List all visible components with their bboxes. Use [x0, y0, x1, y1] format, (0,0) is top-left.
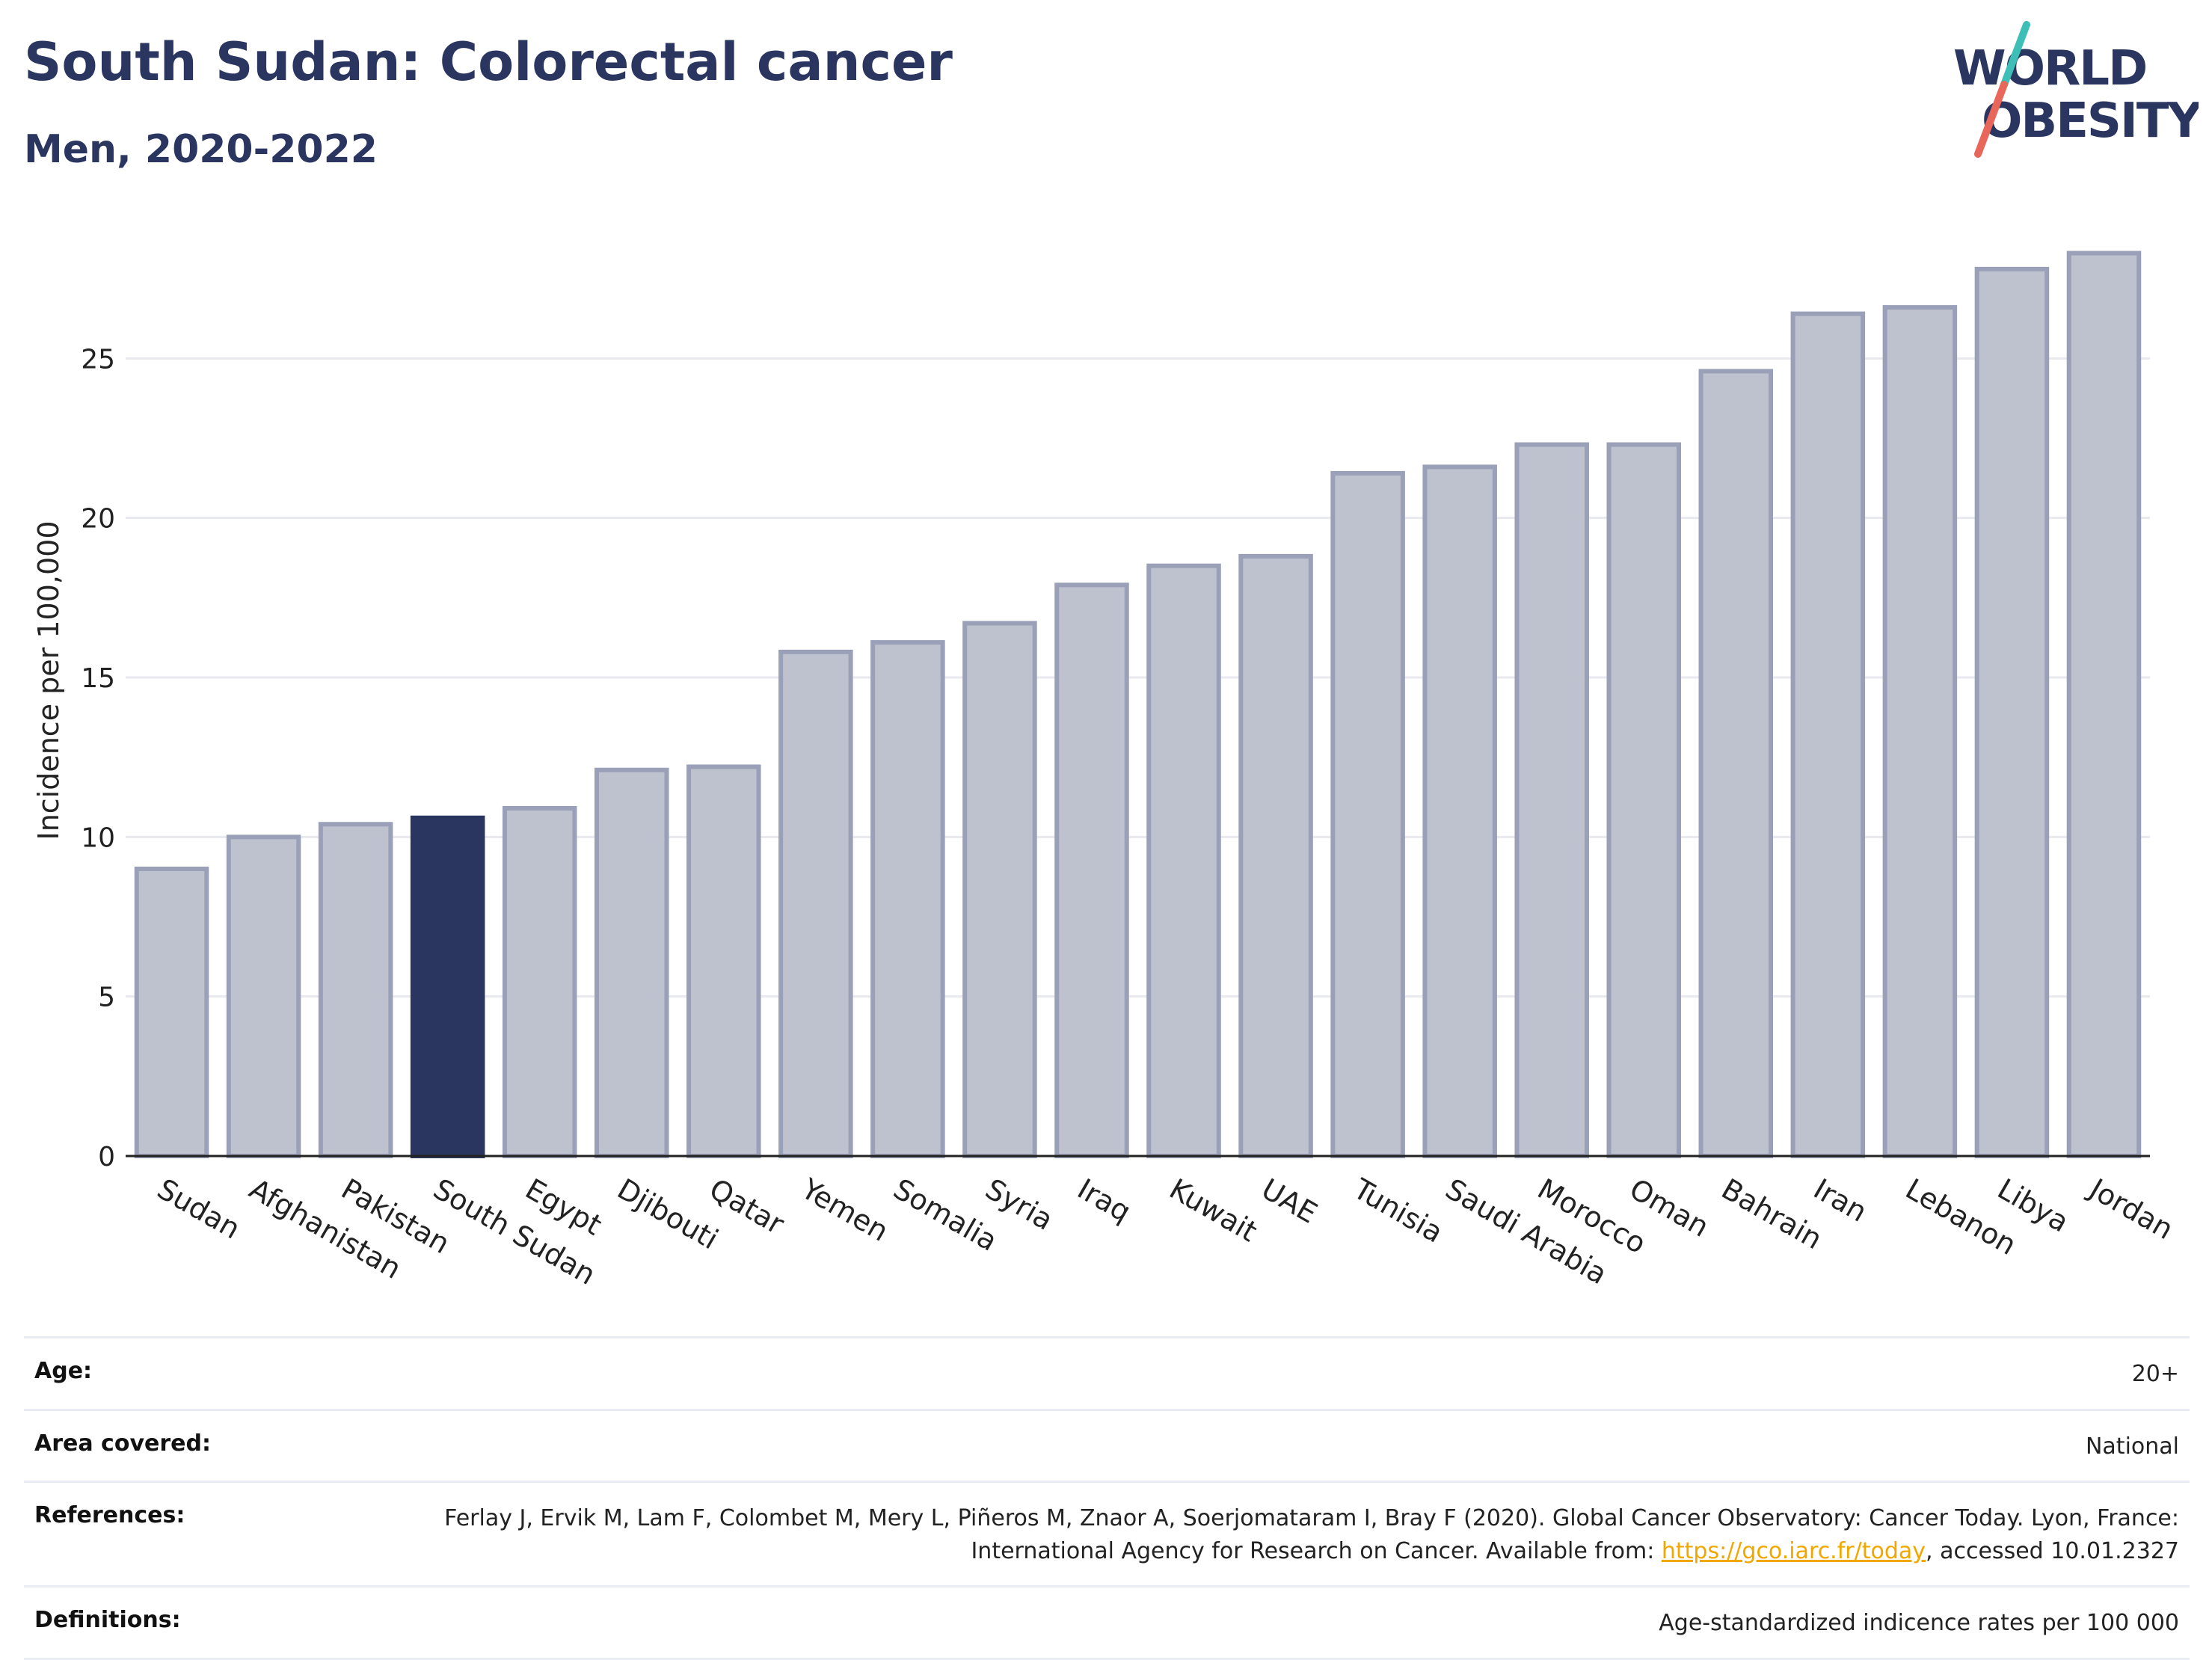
bar-sudan: [134, 867, 209, 1158]
y-tick-label: 10: [81, 823, 115, 853]
area-value: National: [2085, 1433, 2179, 1460]
bar-iran: [1790, 311, 1866, 1159]
x-tick-label: Jordan: [2083, 1172, 2178, 1246]
bar-libya: [1974, 266, 2050, 1158]
y-tick-label: 15: [81, 663, 115, 694]
bar-south-sudan: [410, 815, 485, 1158]
x-tick-label: Iran: [1808, 1172, 1872, 1229]
x-tick-label: Iraq: [1072, 1172, 1136, 1229]
logo-slash-top: [2000, 21, 2030, 88]
x-tick-label: Tunisia: [1348, 1172, 1448, 1249]
logo-slash-bottom: [1974, 81, 2008, 158]
bar-yemen: [778, 649, 853, 1158]
x-tick-label: UAE: [1256, 1172, 1323, 1230]
metadata-table: Age: 20+ Area covered: National Referenc…: [24, 1336, 2190, 1660]
bar-saudi-arabia: [1422, 464, 1497, 1158]
world-obesity-logo: WORLD OBESITY: [1953, 21, 2199, 158]
bar-morocco: [1514, 442, 1589, 1158]
bar-bahrain: [1698, 369, 1774, 1158]
references-label: References:: [34, 1502, 185, 1528]
x-tick-label: Somalia: [888, 1172, 1003, 1258]
meta-row-references: References: Ferlay J, Ervik M, Lam F, Co…: [24, 1481, 2190, 1587]
meta-row-age: Age: 20+: [24, 1337, 2190, 1410]
bar-egypt: [502, 805, 577, 1159]
bar-uae: [1238, 553, 1313, 1158]
area-label: Area covered:: [34, 1430, 211, 1457]
chart-title: South Sudan: Colorectal cancer: [24, 31, 953, 93]
bar-lebanon: [1882, 305, 1958, 1159]
bar-somalia: [870, 640, 945, 1158]
definitions-value: Age-standardized indicence rates per 100…: [1659, 1610, 2179, 1636]
references-value: Ferlay J, Ervik M, Lam F, Colombet M, Me…: [434, 1482, 2190, 1587]
bar-iraq: [1054, 582, 1129, 1158]
age-label: Age:: [34, 1358, 93, 1384]
references-text-1: Ferlay J, Ervik M, Lam F, Colombet M, Me…: [444, 1505, 2179, 1564]
y-axis-label: Incidence per 100,000: [32, 520, 65, 840]
meta-row-area: Area covered: National: [24, 1410, 2190, 1482]
age-value: 20+: [2131, 1361, 2179, 1387]
logo-line2: OBESITY: [1982, 93, 2199, 149]
x-tick-label: Yemen: [795, 1172, 894, 1248]
y-tick-labels: 0 5 10 15 20 25: [81, 344, 115, 1172]
references-text-2: , accessed 10.01.2327: [1926, 1537, 2179, 1564]
bar-djibouti: [594, 767, 669, 1158]
bar-syria: [962, 621, 1037, 1158]
x-tick-label: Kuwait: [1164, 1172, 1263, 1249]
y-tick-label: 25: [81, 344, 115, 375]
x-tick-label: Djibouti: [612, 1172, 724, 1256]
definitions-label: Definitions:: [34, 1607, 181, 1633]
bar-afghanistan: [226, 834, 301, 1159]
bar-oman: [1606, 442, 1682, 1158]
references-link[interactable]: https://gco.iarc.fr/today: [1661, 1537, 1926, 1564]
bar-qatar: [686, 764, 761, 1158]
bar-pakistan: [318, 822, 393, 1159]
x-tick-label: Sudan: [152, 1172, 246, 1246]
bar-tunisia: [1330, 470, 1405, 1158]
bar-jordan: [2066, 250, 2142, 1158]
bar-chart: 0 5 10 15 20 25 SudanAfghanistanPakistanSouth…: [32, 250, 2179, 1291]
x-tick-label: Bahrain: [1716, 1172, 1828, 1256]
logo-line1: WORLD: [1953, 41, 2146, 96]
y-tick-label: 0: [98, 1142, 115, 1172]
bars: [134, 250, 2142, 1159]
y-tick-label: 5: [98, 983, 115, 1013]
y-tick-label: 20: [81, 504, 115, 535]
meta-row-definitions: Definitions: Age-standardized indicence …: [24, 1586, 2190, 1659]
bar-kuwait: [1146, 563, 1221, 1158]
chart-subtitle: Men, 2020-2022: [24, 127, 378, 172]
